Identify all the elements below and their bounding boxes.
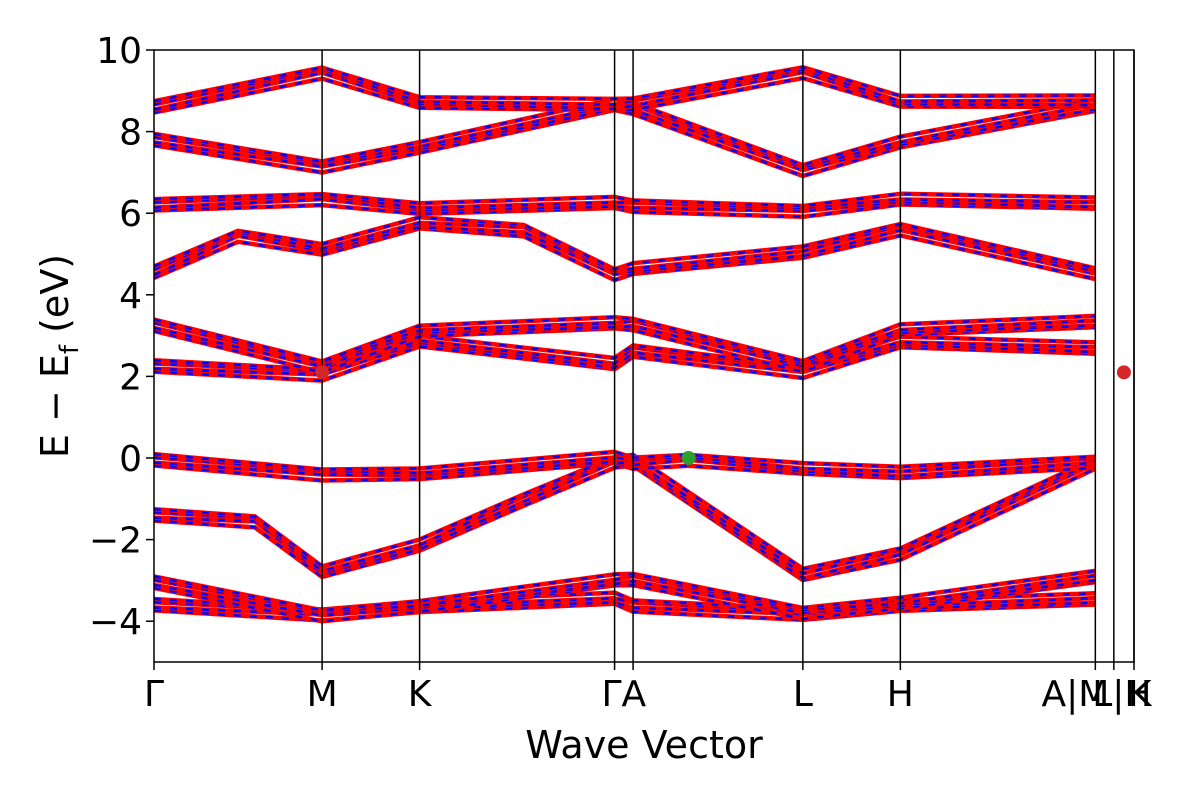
band-7-3-down xyxy=(154,192,1096,208)
band-9-1-up xyxy=(154,69,1096,112)
band-5-0-down xyxy=(154,325,1096,374)
band-4-1-up xyxy=(154,340,1096,377)
x-tick-label-8: K xyxy=(1128,674,1153,715)
band-8-0-up xyxy=(154,107,1096,179)
band-1-3-down xyxy=(154,569,1096,612)
band-8-3-down xyxy=(154,97,1096,167)
y-axis-title: E − Ef (eV) xyxy=(33,254,85,458)
band-5-2-down xyxy=(154,319,1096,365)
x-tick-label-4: L xyxy=(793,674,813,715)
y-tick-label-7: 10 xyxy=(96,31,142,72)
y-tick-label-3: 2 xyxy=(119,357,142,398)
y-tick-label-1: −2 xyxy=(89,521,142,562)
band-edge-marker-2 xyxy=(681,451,696,465)
y-tick-label-2: 0 xyxy=(119,439,142,480)
band-9-3-up xyxy=(154,65,1096,104)
band-8-0-down xyxy=(154,108,1096,178)
x-tick-label-2: K xyxy=(408,674,433,715)
band-1-1-down xyxy=(154,579,1096,617)
y-tick-label-6: 8 xyxy=(119,113,142,154)
band-2-3-down xyxy=(154,453,1096,571)
band-5-1-up xyxy=(154,323,1096,369)
band-2-0-down xyxy=(154,464,1096,582)
x-axis-title: Wave Vector xyxy=(525,723,763,767)
x-tick-label-6: A|M xyxy=(1042,674,1110,715)
y-axis-title-subscript: f xyxy=(55,344,85,354)
y-tick-label-5: 6 xyxy=(119,194,142,235)
x-tick-label-7: L|H xyxy=(1092,674,1151,715)
band-1-2-down xyxy=(154,574,1096,613)
band-7-0-down xyxy=(154,203,1096,219)
band-6-0-down xyxy=(154,227,1096,282)
y-axis-title-unit: (eV) xyxy=(33,254,77,345)
x-axis: Γ M K ΓA L H A|ML|HK xyxy=(144,662,1153,715)
x-tick-label-5: H xyxy=(887,674,914,715)
band-7-1-down xyxy=(154,197,1096,213)
band-2-1-down xyxy=(154,460,1096,580)
y-tick-label-4: 4 xyxy=(119,276,142,317)
band-5-3-down xyxy=(154,314,1096,363)
band-9-0-up xyxy=(154,75,1096,115)
band-7-2-down xyxy=(154,194,1096,210)
band-edge-marker-0 xyxy=(315,365,330,380)
x-tick-label-1: M xyxy=(307,674,338,715)
band-0-1-down xyxy=(154,601,1096,616)
band-6-3-down xyxy=(154,216,1096,271)
bands-layer xyxy=(154,65,1097,624)
markers-layer xyxy=(315,365,1131,465)
band-1-0-down xyxy=(154,580,1096,623)
band-edge-marker-1 xyxy=(1116,365,1131,380)
band-6-1-down xyxy=(154,225,1096,277)
y-axis: −4 −2 0 2 4 6 8 10 xyxy=(89,31,154,643)
y-axis-title-main: E − E xyxy=(33,354,77,458)
band-0-2-down xyxy=(154,596,1096,613)
x-tick-label-3: ΓA xyxy=(601,674,646,715)
plot-frame xyxy=(153,49,1135,663)
y-tick-label-0: −4 xyxy=(89,602,142,643)
x-tick-label-0: Γ xyxy=(144,674,164,715)
